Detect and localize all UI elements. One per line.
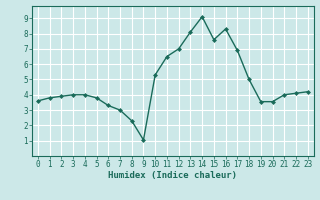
- X-axis label: Humidex (Indice chaleur): Humidex (Indice chaleur): [108, 171, 237, 180]
